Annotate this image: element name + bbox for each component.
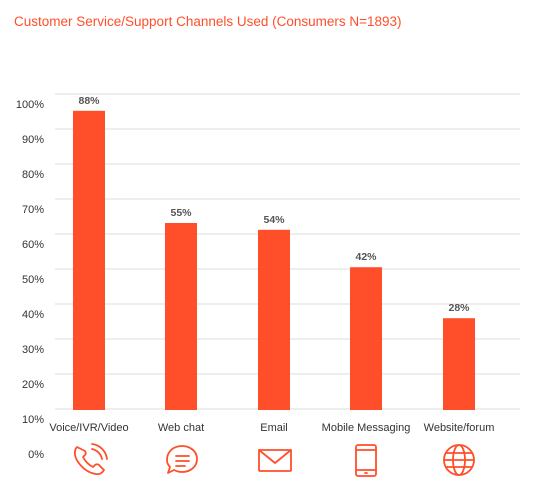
value-label: 42% [355, 251, 377, 263]
y-tick-label: 100% [16, 99, 44, 111]
phone-icon [73, 443, 108, 476]
category-label: Web chat [158, 422, 204, 434]
value-label: 88% [78, 95, 100, 107]
bar [73, 110, 105, 411]
category-label: Voice/IVR/Video [49, 422, 128, 434]
y-tick-label: 70% [22, 204, 44, 216]
chart-title: Customer Service/Support Channels Used (… [14, 14, 402, 29]
value-label: 54% [263, 214, 285, 226]
globe-icon [443, 444, 475, 476]
y-tick-label: 50% [22, 274, 44, 286]
category-label: Mobile Messaging [322, 422, 411, 434]
bar [258, 229, 290, 410]
category-icons [73, 443, 475, 477]
mobile-phone-icon [355, 444, 377, 477]
y-tick-label: 0% [28, 449, 44, 461]
y-tick-label: 10% [22, 414, 44, 426]
y-axis-tick-labels: 100% 90% 80% 70% 60% 50% 40% 30% 20% 10% 0% [16, 99, 44, 461]
y-tick-label: 20% [22, 379, 44, 391]
category-label: Email [260, 422, 288, 434]
y-tick-label: 30% [22, 344, 44, 356]
category-labels: Voice/IVR/Video Web chat Email Mobile Messa… [49, 422, 494, 434]
bar [165, 223, 197, 410]
y-tick-label: 60% [22, 239, 44, 251]
bar [350, 267, 382, 410]
category-label: Website/forum [424, 422, 495, 434]
value-label: 55% [170, 207, 192, 219]
value-labels: 88% 55% 54% 42% 28% [78, 95, 470, 314]
value-label: 28% [448, 302, 470, 314]
envelope-icon [258, 449, 292, 472]
y-tick-label: 80% [22, 169, 44, 181]
chat-bubble-icon [166, 445, 198, 474]
y-tick-label: 40% [22, 309, 44, 321]
bars [73, 110, 475, 411]
bar [443, 318, 475, 410]
y-tick-label: 90% [22, 134, 44, 146]
